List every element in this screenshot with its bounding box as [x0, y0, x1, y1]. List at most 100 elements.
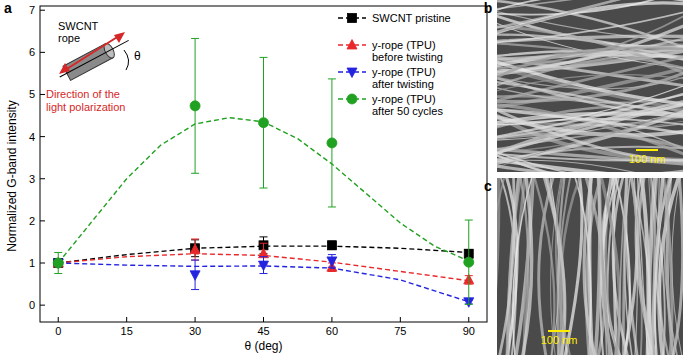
text-line: y-rope (TPU) [372, 39, 436, 51]
fiber [584, 178, 598, 355]
inset-title: SWCNTrope [58, 20, 99, 44]
x-tick-label: 60 [326, 325, 338, 337]
fiber [497, 75, 683, 94]
y-tick-label: 7 [29, 4, 35, 16]
error-bar [191, 239, 199, 260]
text-line: y-rope (TPU) [372, 93, 436, 105]
y-tick [40, 10, 45, 11]
legend-marker [348, 14, 357, 23]
error-cap [260, 188, 268, 189]
fiber [497, 178, 499, 355]
legend-label: y-rope (TPU)after 50 cycles [372, 93, 443, 117]
y-tick-label: 2 [29, 215, 35, 227]
error-bar [191, 260, 199, 289]
scale-bar-label: 100 nm [541, 334, 578, 346]
fiber [497, 164, 683, 172]
rope-icon [56, 33, 132, 84]
x-tick [126, 317, 127, 322]
error-cap [191, 38, 199, 39]
point [191, 244, 200, 253]
text-line: SWCNT pristine [372, 12, 451, 24]
fiber [532, 178, 555, 355]
error-bar [260, 257, 268, 274]
error-bar [191, 38, 199, 173]
error-cap [260, 273, 268, 274]
fiber [497, 178, 514, 355]
x-tick-label: 90 [463, 325, 475, 337]
y-tick-label: 0 [29, 299, 35, 311]
error-cap [191, 173, 199, 174]
error-cap [328, 254, 336, 255]
error-cap [191, 289, 199, 290]
scale-bar-label: 100 nm [629, 153, 666, 165]
y-tick-label: 3 [29, 173, 35, 185]
sem-image [497, 178, 683, 355]
y-tick [40, 52, 45, 53]
plot-data [53, 38, 474, 307]
inset-angle: θ [134, 49, 141, 63]
point [54, 259, 63, 268]
error-bar [328, 79, 336, 207]
error-bar [465, 220, 473, 304]
point [190, 271, 200, 281]
fiber [563, 178, 582, 355]
point [327, 257, 337, 267]
y-tick [40, 263, 45, 264]
y-axis-label: Normalized G-band intensity [5, 100, 19, 251]
x-tick [263, 317, 264, 322]
y-tick [40, 136, 45, 137]
error-cap [328, 206, 336, 207]
error-cap [260, 57, 268, 58]
point [190, 244, 200, 254]
sem-image [497, 0, 683, 172]
error-cap [54, 273, 62, 274]
legend-label: SWCNT pristine [372, 12, 451, 24]
fiber [613, 178, 630, 355]
y-tick [40, 305, 45, 306]
legend-marker [347, 94, 357, 104]
fiber [497, 133, 683, 150]
point [327, 138, 337, 148]
error-bar [260, 57, 268, 188]
point [53, 259, 63, 269]
fiber [638, 178, 659, 355]
error-cap [328, 78, 336, 79]
text-line: SWCNT [58, 20, 99, 32]
y-tick [40, 178, 45, 179]
text-line: light polarization [46, 101, 126, 113]
fiber [521, 178, 532, 355]
fiber [497, 80, 683, 117]
fiber [653, 178, 672, 355]
text-line: Direction of the [46, 88, 120, 100]
error-cap [260, 236, 268, 237]
error-cap [191, 260, 199, 261]
fiber [672, 178, 683, 355]
panel-label: c [484, 178, 492, 194]
fiber [497, 82, 683, 124]
fiber [497, 0, 683, 34]
fiber [619, 178, 628, 355]
y-tick-label: 5 [29, 88, 35, 100]
fiber [497, 99, 683, 138]
fiber [497, 149, 683, 172]
point [327, 241, 336, 250]
x-tick [58, 317, 59, 322]
panel-label: b [484, 0, 493, 16]
point [259, 248, 269, 257]
panel-label: a [4, 0, 12, 16]
y-tick [40, 220, 45, 221]
fiber [556, 178, 573, 355]
text-line: before twisting [372, 51, 443, 63]
x-tick-label: 0 [55, 325, 61, 337]
fiber [595, 178, 600, 355]
rope-axis [60, 40, 129, 77]
fiber [599, 178, 620, 355]
y-tick-label: 6 [29, 46, 35, 58]
x-axis-label: θ (deg) [244, 339, 282, 353]
arrow-head [114, 32, 125, 43]
x-tick-label: 15 [121, 325, 133, 337]
x-tick-label: 75 [394, 325, 406, 337]
plot-frame [40, 6, 487, 322]
y-tick-label: 1 [29, 257, 35, 269]
error-cap [191, 260, 199, 261]
